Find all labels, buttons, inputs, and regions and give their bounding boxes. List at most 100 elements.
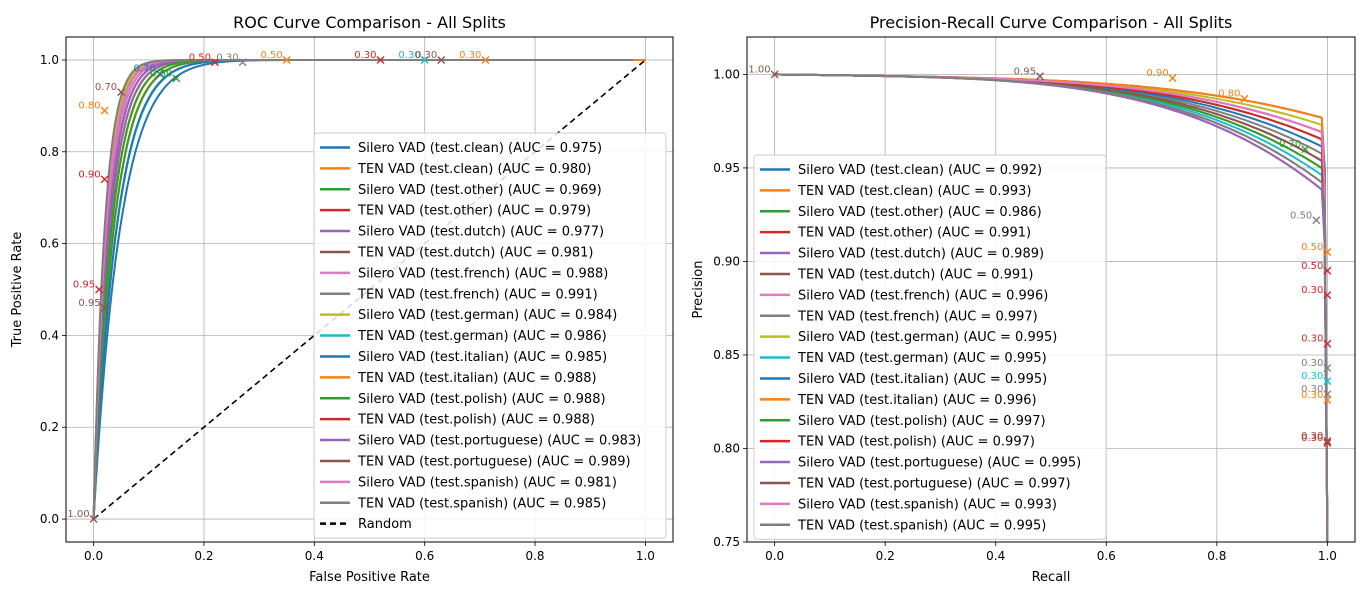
legend-entry: TEN VAD (test.dutch) (AUC = 0.981): [357, 245, 593, 260]
threshold-marker: [117, 88, 126, 97]
legend: Silero VAD (test.clean) (AUC = 0.992) TEN…: [753, 154, 1107, 540]
threshold-label: 0.30: [415, 50, 437, 61]
threshold-marker: [1323, 438, 1332, 447]
x-tick-label: 0.0: [765, 549, 784, 563]
threshold-label: 0.50: [189, 52, 211, 63]
legend-entry: Silero VAD (test.clean) (AUC = 0.992): [798, 163, 1042, 178]
legend-entry: TEN VAD (test.portuguese) (AUC = 0.997): [797, 476, 1071, 491]
legend-entry: Silero VAD (test.french) (AUC = 0.996): [798, 288, 1048, 303]
threshold-marker: [481, 55, 490, 64]
y-tick-label: 1.0: [40, 53, 59, 67]
legend-entry: TEN VAD (test.clean) (AUC = 0.980): [357, 162, 591, 177]
plot-area: 1.000.30 0.300.30 0.300.500.500.950.950.90…: [67, 50, 646, 524]
x-tick-label: 0.8: [1207, 549, 1226, 563]
threshold-marker: [420, 55, 429, 64]
series-line: [774, 73, 1329, 542]
threshold-label: 0.95: [1014, 66, 1036, 77]
legend-entry: Silero VAD (test.german) (AUC = 0.984): [358, 308, 617, 323]
threshold-marker: [376, 55, 385, 64]
threshold-marker: [100, 106, 109, 115]
threshold-label: 0.30: [354, 50, 376, 61]
threshold-label: 0.95: [78, 298, 100, 309]
threshold-marker: [210, 58, 219, 67]
threshold-marker: [100, 303, 109, 312]
threshold-label: 0.30: [1301, 285, 1323, 296]
threshold-label: 0.50: [150, 68, 172, 79]
threshold-marker: [282, 55, 291, 64]
threshold-marker: [155, 69, 164, 78]
threshold-label: 0.30: [1301, 371, 1323, 382]
legend-entry: TEN VAD (test.other) (AUC = 0.991): [797, 226, 1031, 241]
threshold-marker: [172, 74, 181, 83]
legend-entry: TEN VAD (test.clean) (AUC = 0.993): [797, 184, 1031, 199]
threshold-marker: [1301, 145, 1310, 154]
legend-entry: TEN VAD (test.french) (AUC = 0.991): [357, 287, 598, 302]
chart-title: ROC Curve Comparison - All Splits: [233, 13, 506, 32]
legend-entry: Silero VAD (test.other) (AUC = 0.969): [358, 183, 602, 198]
y-axis-label: True Positive Rate: [10, 232, 25, 349]
threshold-label: 0.95: [73, 280, 95, 291]
legend: Silero VAD (test.clean) (AUC = 0.975) TEN…: [313, 132, 667, 539]
threshold-marker: [95, 285, 104, 294]
x-tick-label: 1.0: [1318, 549, 1337, 563]
precision-recall-chart: Precision-Recall Curve Comparison - All …: [691, 13, 1356, 585]
threshold-label: 0.50: [1301, 261, 1323, 272]
threshold-marker: [1323, 364, 1332, 373]
y-tick-label: 0.85: [713, 348, 740, 362]
axes-frame: [746, 36, 1356, 543]
y-tick-label: 0.0: [40, 512, 59, 526]
x-tick-label: 1.0: [636, 549, 655, 563]
threshold-label: 0.80: [78, 100, 100, 111]
threshold-marker: [1323, 377, 1332, 386]
legend-entry: Random: [358, 517, 412, 532]
legend-box: [313, 132, 667, 539]
x-tick-label: 0.4: [986, 549, 1005, 563]
y-tick-label: 0.80: [713, 441, 740, 455]
x-tick-label: 0.2: [194, 549, 213, 563]
legend-entry: Silero VAD (test.clean) (AUC = 0.975): [358, 141, 602, 156]
threshold-marker: [437, 55, 446, 64]
axes-frame: [65, 36, 674, 543]
threshold-label: 0.30: [1301, 384, 1323, 395]
threshold-marker: [1323, 248, 1332, 257]
legend-entry: TEN VAD (test.polish) (AUC = 0.988): [357, 413, 595, 428]
legend-entry: Silero VAD (test.italian) (AUC = 0.995): [798, 372, 1047, 387]
legend-entry: TEN VAD (test.other) (AUC = 0.979): [357, 204, 591, 219]
legend-entry: Silero VAD (test.german) (AUC = 0.995): [798, 330, 1057, 345]
chart-title: Precision-Recall Curve Comparison - All …: [870, 13, 1233, 32]
legend-entry: Silero VAD (test.polish) (AUC = 0.988): [358, 392, 606, 407]
threshold-label: 0.80: [1218, 89, 1240, 100]
threshold-marker: [89, 515, 98, 524]
x-tick-label: 0.6: [1097, 549, 1116, 563]
threshold-label: 0.30: [1301, 433, 1323, 444]
legend-entry: Silero VAD (test.other) (AUC = 0.986): [798, 205, 1042, 220]
threshold-label: 0.30: [1301, 334, 1323, 345]
legend-entry: TEN VAD (test.german) (AUC = 0.995): [797, 351, 1047, 366]
legend-entry: Silero VAD (test.portuguese) (AUC = 0.99…: [798, 456, 1081, 471]
y-tick-label: 0.75: [713, 535, 740, 549]
x-axis-label: False Positive Rate: [309, 570, 430, 585]
x-tick-label: 0.0: [84, 549, 103, 563]
legend-entry: TEN VAD (test.spanish) (AUC = 0.985): [357, 496, 606, 511]
threshold-marker: [1323, 266, 1332, 275]
x-tick-label: 0.2: [876, 549, 895, 563]
legend-entry: Silero VAD (test.italian) (AUC = 0.985): [358, 350, 607, 365]
threshold-label: 0.30: [1301, 431, 1323, 442]
legend-entry: TEN VAD (test.german) (AUC = 0.986): [357, 329, 607, 344]
y-tick-label: 0.95: [713, 161, 740, 175]
threshold-label: 0.30: [1301, 390, 1323, 401]
legend-entry: Silero VAD (test.portuguese) (AUC = 0.98…: [358, 434, 641, 449]
threshold-label: 0.30: [216, 52, 238, 63]
threshold-marker: [1323, 395, 1332, 404]
y-tick-label: 0.90: [713, 254, 740, 268]
plot-area: 1.000.300.300.300.300.300.300.300.300.50…: [748, 64, 1332, 542]
threshold-label: 0.30: [1301, 358, 1323, 369]
threshold-marker: [100, 175, 109, 184]
legend-entry: Silero VAD (test.polish) (AUC = 0.997): [798, 414, 1046, 429]
threshold-marker: [1323, 437, 1332, 445]
threshold-marker: [1035, 72, 1044, 81]
y-axis-label: Precision: [691, 260, 706, 318]
legend-entry: Silero VAD (test.dutch) (AUC = 0.989): [798, 247, 1044, 262]
legend-entry: TEN VAD (test.italian) (AUC = 0.988): [357, 371, 597, 386]
